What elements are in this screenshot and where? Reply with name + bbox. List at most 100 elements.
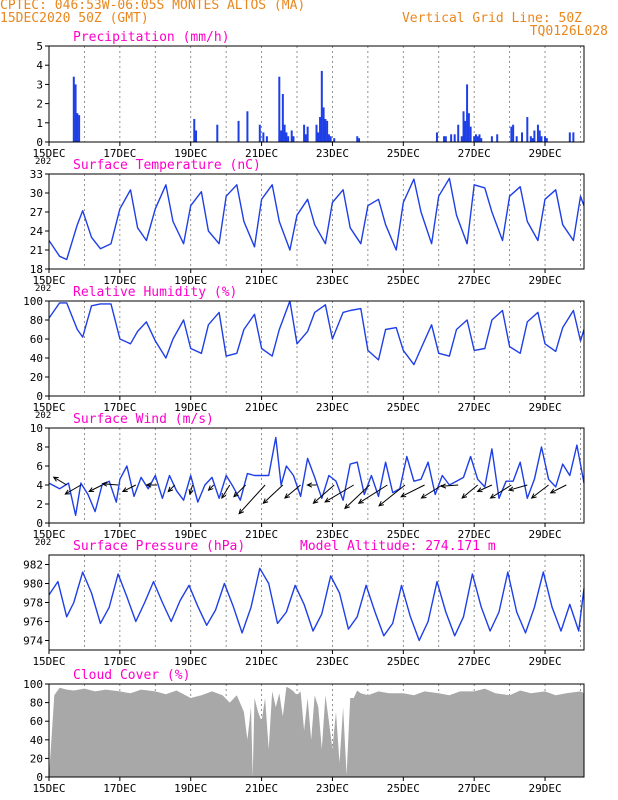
wind-vector-head xyxy=(312,498,319,504)
humidity-xtick-label: 21DEC xyxy=(245,401,278,414)
cloud-ytick-label: 100 xyxy=(23,678,43,691)
precip-bar xyxy=(216,124,219,142)
pressure-xtick-label: 19DEC xyxy=(174,655,207,668)
wind-vector-head xyxy=(64,489,71,495)
temperature-xtick-label: 29DEC xyxy=(528,274,561,287)
precip-bar xyxy=(510,126,513,142)
precip-bar xyxy=(460,136,463,142)
wind-vector-head xyxy=(167,486,174,493)
temperature-ytick-label: 21 xyxy=(30,244,43,257)
wind-vector-head xyxy=(508,486,515,492)
precip-xtick-label: 21DEC xyxy=(245,147,278,160)
precip-bar xyxy=(281,94,284,142)
pressure-xtick-label: 25DEC xyxy=(387,655,420,668)
precip-bar xyxy=(322,107,325,142)
wind-xtick-label: 19DEC xyxy=(174,528,207,541)
precip-year-label: 202 xyxy=(35,157,51,167)
wind-vector xyxy=(490,484,512,499)
precip-bar xyxy=(72,76,75,142)
wind-vector xyxy=(208,484,215,491)
wind-vector xyxy=(477,484,493,492)
precip-bar xyxy=(326,120,329,142)
wind-xtick-label: 17DEC xyxy=(103,528,136,541)
wind-vector xyxy=(313,484,335,504)
temperature-xtick-label: 15DEC xyxy=(32,274,65,287)
wind-vector xyxy=(238,484,266,514)
precip-bar xyxy=(258,124,261,142)
pressure-ytick-label: 978 xyxy=(23,597,43,610)
wind-vector xyxy=(441,484,459,487)
pressure-xtick-label: 15DEC xyxy=(32,655,65,668)
precip-bar xyxy=(195,130,198,142)
precip-bar xyxy=(531,138,534,142)
cloud-area xyxy=(49,686,584,777)
humidity-xtick-label: 23DEC xyxy=(316,401,349,414)
wind-vector-head xyxy=(188,489,194,496)
cloud-frame xyxy=(48,683,585,778)
precip-xtick-label: 29DEC xyxy=(528,147,561,160)
pressure-frame xyxy=(48,554,585,651)
precip-bar xyxy=(265,136,268,142)
humidity-xtick-label: 25DEC xyxy=(387,401,420,414)
precip-ytick-label: 4 xyxy=(36,59,43,72)
wind-vector-head xyxy=(476,487,483,493)
wind-vector xyxy=(262,484,284,504)
wind-vector xyxy=(102,483,119,486)
precip-bar xyxy=(520,132,523,142)
precip-bar xyxy=(76,113,79,142)
temperature-ytick-label: 27 xyxy=(30,206,43,219)
wind-vector-head xyxy=(378,501,385,507)
wind-vector xyxy=(122,484,137,492)
humidity-xtick-label: 27DEC xyxy=(458,401,491,414)
wind-vector xyxy=(53,476,67,486)
precip-xtick-label: 19DEC xyxy=(174,147,207,160)
precip-bar xyxy=(292,136,295,142)
temperature-xtick-label: 17DEC xyxy=(103,274,136,287)
humidity-xtick-label: 19DEC xyxy=(174,401,207,414)
wind-vector-head xyxy=(88,487,95,493)
precip-xtick-label: 17DEC xyxy=(103,147,136,160)
wind-vector xyxy=(550,484,567,494)
precip-bar xyxy=(246,111,249,142)
wind-vector xyxy=(221,484,231,499)
cloud-xtick-label: 21DEC xyxy=(245,782,278,795)
wind-vector xyxy=(400,484,425,498)
pressure-title: Surface Pressure (hPa) xyxy=(73,539,245,554)
pressure-xtick-label: 23DEC xyxy=(316,655,349,668)
wind-vector xyxy=(358,484,388,504)
wind-vector xyxy=(421,484,443,499)
humidity-ytick-label: 60 xyxy=(30,333,43,346)
temperature-ytick-label: 24 xyxy=(30,225,44,238)
precip-bar xyxy=(529,136,532,142)
humidity-xtick-label: 17DEC xyxy=(103,401,136,414)
wind-vector-head xyxy=(145,482,152,488)
temperature-ytick-label: 33 xyxy=(30,168,43,181)
precip-bar xyxy=(193,118,196,142)
precip-bar xyxy=(450,134,453,142)
precip-bar xyxy=(78,115,81,142)
precip-bar xyxy=(320,70,323,142)
wind-vector-head xyxy=(357,498,364,504)
wind-ytick-label: 6 xyxy=(36,460,43,473)
pressure-ytick-label: 976 xyxy=(23,616,43,629)
precip-bar xyxy=(473,136,476,142)
humidity-line xyxy=(48,300,585,366)
wind-year-label: 202 xyxy=(35,538,51,548)
precip-ytick-label: 1 xyxy=(36,117,43,130)
precip-bar xyxy=(515,136,518,142)
cloud-xtick-label: 17DEC xyxy=(103,782,136,795)
wind-vector-head xyxy=(344,503,350,510)
wind-line xyxy=(48,436,585,517)
wind-vector xyxy=(284,484,301,499)
header-datetime: 15DEC2020 50Z (GMT) xyxy=(0,11,149,26)
precip-frame xyxy=(48,45,585,143)
wind-vector-head xyxy=(549,488,556,494)
cloud-xtick-label: 15DEC xyxy=(32,782,65,795)
pressure-xtick-label: 27DEC xyxy=(458,655,491,668)
cloud-xtick-label: 19DEC xyxy=(174,782,207,795)
wind-vector-head xyxy=(306,482,313,488)
wind-vector-head xyxy=(324,497,331,503)
precip-ytick-label: 2 xyxy=(36,98,43,111)
precip-bar xyxy=(333,138,336,142)
